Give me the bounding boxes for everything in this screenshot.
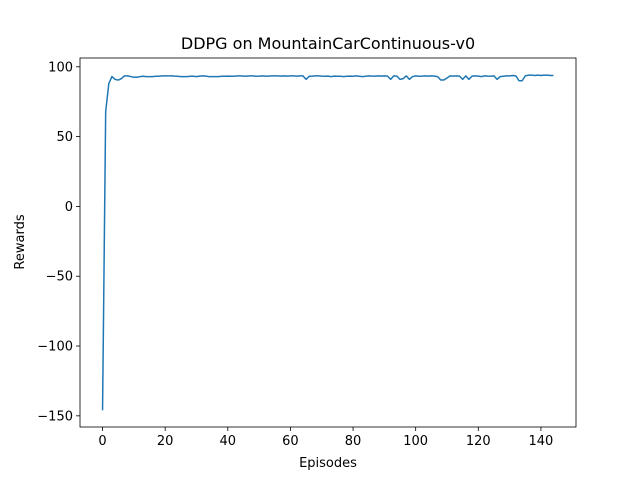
x-tick-label: 80	[345, 434, 362, 449]
y-tick-label: −100	[37, 340, 73, 355]
x-tick-label: 100	[403, 434, 428, 449]
plot-frame	[79, 57, 577, 428]
x-tick-label: 0	[98, 434, 106, 449]
x-tick-label: 20	[157, 434, 174, 449]
y-axis-label: Rewards	[13, 214, 28, 269]
y-tick-label: −150	[37, 409, 73, 424]
y-tick-label: 100	[48, 60, 73, 75]
line	[101, 74, 554, 411]
y-tick-label: 0	[65, 200, 73, 215]
x-tick-label: 60	[282, 434, 299, 449]
x-tick-label: 140	[529, 434, 554, 449]
y-tick-label: −50	[46, 270, 73, 285]
x-axis-label: Episodes	[299, 456, 357, 471]
chart-title: DDPG on MountainCarContinuous-v0	[181, 34, 475, 53]
x-tick-label: 120	[466, 434, 491, 449]
y-tick-label: 50	[56, 130, 73, 145]
x-tick-label: 40	[220, 434, 237, 449]
